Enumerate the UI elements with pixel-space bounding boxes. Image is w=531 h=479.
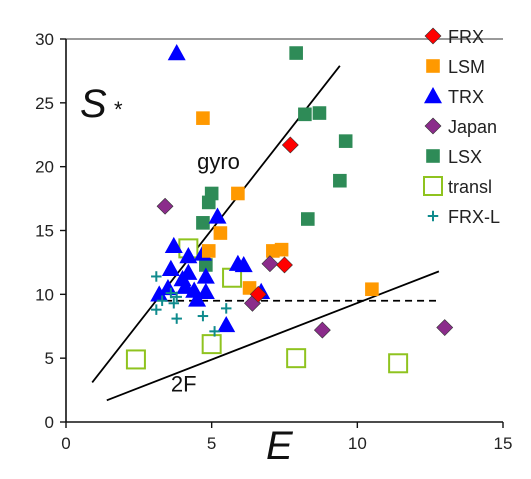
data-point-lsx xyxy=(312,106,327,120)
series-frx xyxy=(249,136,299,303)
legend-swatch-frx xyxy=(424,27,442,45)
legend-label: FRX xyxy=(448,27,484,47)
data-point-japan xyxy=(313,321,331,339)
data-point-lsm xyxy=(196,111,210,125)
data-point-lsm xyxy=(213,226,228,240)
data-point-frx-l xyxy=(197,310,209,322)
legend-label: Japan xyxy=(448,117,497,137)
data-point-frx-l xyxy=(220,303,232,314)
legend-label: LSX xyxy=(448,147,482,167)
data-point-trx xyxy=(179,247,198,264)
data-point-lsx xyxy=(289,46,303,60)
data-point-trx xyxy=(196,282,215,299)
data-point-trx xyxy=(150,285,169,302)
legend-item-lsm: LSM xyxy=(426,57,485,77)
data-point-trx xyxy=(158,278,177,296)
y-tick-label: 25 xyxy=(35,94,54,113)
legend: FRX LSM TRX Japan LSX transl FRX-L xyxy=(423,27,500,227)
x-tick-label: 0 xyxy=(61,434,70,453)
data-point-lsx xyxy=(199,258,213,272)
data-point-frx-l xyxy=(171,313,182,324)
data-point-trx xyxy=(217,315,236,333)
legend-swatch-transl xyxy=(423,176,443,196)
data-point-trx xyxy=(196,267,215,284)
data-point-frx xyxy=(276,256,293,274)
y-tick-label: 10 xyxy=(35,285,54,304)
data-point-frx xyxy=(281,136,299,154)
data-point-frx-l xyxy=(171,291,182,303)
data-point-lsx xyxy=(301,212,315,226)
legend-label: LSM xyxy=(448,57,485,77)
guide-line-2f xyxy=(106,270,440,402)
data-point-frx-l xyxy=(168,298,180,309)
data-point-frx-l xyxy=(156,295,168,306)
legend-swatch-frx-l xyxy=(427,210,439,222)
y-tick-label: 0 xyxy=(45,413,54,432)
y-tick-label: 15 xyxy=(35,222,54,241)
data-point-frx xyxy=(249,285,267,303)
y-axis-label-subscript: * xyxy=(114,97,123,122)
data-points xyxy=(125,44,454,374)
legend-label: FRX-L xyxy=(448,207,500,227)
x-axis-label: E xyxy=(266,424,294,468)
data-point-japan xyxy=(261,255,279,273)
legend-item-frx: FRX xyxy=(424,27,484,47)
series-japan xyxy=(156,197,454,339)
legend-label: transl xyxy=(448,177,492,197)
legend-item-japan: Japan xyxy=(424,117,497,137)
data-point-lsx xyxy=(196,216,210,230)
data-point-lsx xyxy=(333,173,347,188)
data-point-lsx xyxy=(201,195,216,210)
data-point-transl xyxy=(201,334,222,355)
data-point-lsm xyxy=(274,242,289,257)
data-point-transl xyxy=(286,348,307,369)
x-tick-label: 15 xyxy=(494,434,513,453)
data-point-frx-l xyxy=(165,287,177,299)
y-tick-label: 20 xyxy=(35,158,54,177)
series-lsx xyxy=(196,46,353,272)
data-point-frx-l xyxy=(151,304,162,315)
data-point-japan xyxy=(436,319,454,336)
data-point-transl xyxy=(388,353,409,374)
legend-item-frx-l: FRX-L xyxy=(427,207,500,227)
x-tick-label: 10 xyxy=(348,434,367,453)
data-point-trx xyxy=(161,259,180,276)
legend-swatch-lsx xyxy=(426,149,440,163)
data-point-lsm xyxy=(231,186,245,201)
series-frx-l xyxy=(151,271,232,337)
data-point-trx xyxy=(188,290,207,307)
data-point-lsx xyxy=(338,134,353,148)
data-point-lsm xyxy=(201,244,216,258)
y-axis-label: S xyxy=(80,82,107,126)
data-point-trx xyxy=(208,207,227,224)
y-tick-label: 5 xyxy=(45,349,54,368)
legend-item-transl: transl xyxy=(423,176,492,197)
gyro-line-label: gyro xyxy=(197,149,240,174)
data-point-lsm xyxy=(365,282,379,297)
legend-swatch-trx xyxy=(424,87,442,104)
2f-line-label: 2F xyxy=(171,371,197,396)
data-point-trx xyxy=(164,236,183,254)
data-point-transl xyxy=(125,349,146,370)
legend-swatch-lsm xyxy=(426,59,440,73)
legend-swatch-japan xyxy=(424,117,442,135)
data-point-trx xyxy=(234,255,253,273)
data-point-japan xyxy=(156,197,174,215)
data-point-frx-l xyxy=(151,271,162,282)
y-tick-label: 30 xyxy=(35,30,54,49)
legend-item-lsx: LSX xyxy=(426,147,482,167)
legend-item-trx: TRX xyxy=(424,87,484,107)
guide-lines: gyro 2F xyxy=(91,65,440,402)
data-point-trx xyxy=(167,44,186,61)
data-point-lsx xyxy=(298,107,312,122)
x-tick-label: 5 xyxy=(207,434,216,453)
axes: 0 5 10 15 20 25 30 0 5 10 15 xyxy=(35,30,512,453)
data-point-frx-l xyxy=(209,326,220,337)
legend-label: TRX xyxy=(448,87,484,107)
